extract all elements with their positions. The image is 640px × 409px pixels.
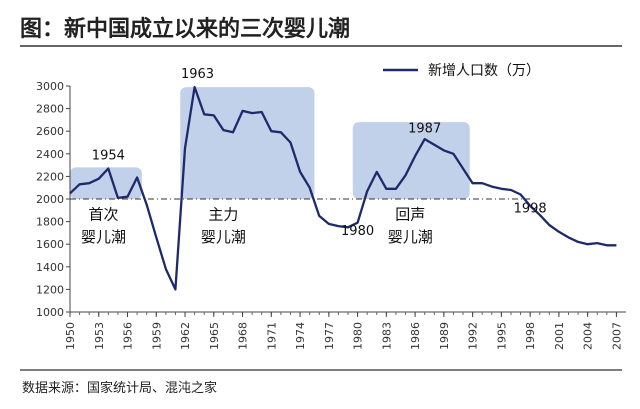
x-tick-label: 1986 <box>409 322 422 350</box>
highlight-label-1-2: 婴儿潮 <box>81 228 126 246</box>
legend: 新增人口数（万） <box>383 63 540 79</box>
x-tick-label: 1971 <box>265 322 278 350</box>
x-tick-label: 1968 <box>237 322 250 350</box>
annotation-1998: 1998 <box>514 202 547 217</box>
y-tick-label: 1800 <box>36 216 64 229</box>
annotation-1987: 1987 <box>408 121 441 136</box>
highlight-box-1 <box>70 167 142 199</box>
annotation-1954: 1954 <box>92 148 125 163</box>
x-tick-label: 1995 <box>495 322 508 350</box>
y-tick-label: 2600 <box>36 125 64 138</box>
annotation-1963: 1963 <box>181 67 214 82</box>
x-tick-label: 2001 <box>553 322 566 350</box>
legend-entry: 新增人口数（万） <box>428 63 540 79</box>
y-tick-label: 1000 <box>36 306 64 319</box>
highlight-label-3-1: 回声 <box>395 205 425 223</box>
x-tick-label: 1983 <box>380 322 393 350</box>
x-tick-label: 1980 <box>352 322 365 350</box>
y-tick-label: 2800 <box>36 103 64 116</box>
x-tick-label: 1959 <box>150 322 163 350</box>
highlight-label-2-1: 主力 <box>208 205 238 223</box>
x-tick-label: 2004 <box>582 322 595 350</box>
x-tick-label: 1974 <box>294 322 307 350</box>
y-tick-label: 1400 <box>36 261 64 274</box>
highlight-layer <box>70 87 470 199</box>
y-tick-label: 2200 <box>36 170 64 183</box>
y-tick-label: 3000 <box>36 80 64 93</box>
annotation-1980: 1980 <box>341 224 374 239</box>
series-line-1 <box>69 85 617 291</box>
y-tick-label: 2000 <box>36 193 64 206</box>
y-tick-label: 2400 <box>36 148 64 161</box>
x-tick-label: 2007 <box>610 322 623 350</box>
x-tick-label: 1989 <box>438 322 451 350</box>
axes-layer: 1000 1200 1400 1600 1800 2000 2200 2400 2600 2800… <box>36 80 626 350</box>
chart-title: 图：新中国成立以来的三次婴儿潮 <box>20 16 350 42</box>
highlight-label-1-1: 首次 <box>89 205 119 223</box>
x-tick-label: 1956 <box>122 322 135 350</box>
highlight-label-2-2: 婴儿潮 <box>201 228 246 246</box>
highlight-label-3-2: 婴儿潮 <box>388 228 433 246</box>
x-tick-label: 1953 <box>93 322 106 350</box>
x-tick-label: 1950 <box>64 322 77 350</box>
y-tick-label: 1600 <box>36 238 64 251</box>
x-tick-label: 1962 <box>179 322 192 350</box>
x-tick-label: 1977 <box>323 322 336 350</box>
line-layer <box>69 85 617 291</box>
x-tick-label: 1992 <box>467 322 480 350</box>
y-tick-label: 1200 <box>36 283 64 296</box>
x-tick-label: 1998 <box>524 322 537 350</box>
data-source: 数据来源：国家统计局、混沌之家 <box>22 380 217 396</box>
x-tick-label: 1965 <box>208 322 221 350</box>
